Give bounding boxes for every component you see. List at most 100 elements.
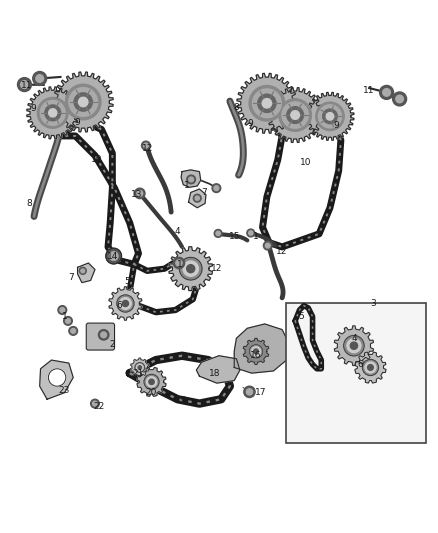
Circle shape — [291, 111, 300, 119]
Circle shape — [282, 102, 308, 128]
Circle shape — [244, 386, 255, 398]
Text: 7: 7 — [68, 273, 74, 282]
Circle shape — [92, 401, 97, 406]
Circle shape — [40, 100, 65, 125]
Circle shape — [189, 177, 194, 182]
Circle shape — [287, 107, 304, 124]
Text: 8: 8 — [27, 199, 32, 208]
Circle shape — [78, 98, 88, 107]
Text: 12: 12 — [141, 144, 153, 154]
Circle shape — [91, 399, 99, 408]
Circle shape — [183, 261, 198, 276]
Circle shape — [122, 301, 128, 306]
Circle shape — [187, 175, 195, 184]
Circle shape — [144, 143, 148, 148]
Circle shape — [187, 265, 195, 273]
Text: 5: 5 — [298, 312, 304, 321]
Text: 20: 20 — [146, 388, 157, 397]
Circle shape — [249, 85, 285, 121]
Circle shape — [117, 295, 134, 312]
Polygon shape — [237, 74, 297, 133]
Circle shape — [318, 105, 342, 128]
Circle shape — [65, 84, 101, 120]
Polygon shape — [196, 356, 240, 383]
Polygon shape — [243, 338, 268, 365]
Polygon shape — [137, 367, 166, 397]
Circle shape — [146, 377, 157, 387]
Circle shape — [251, 347, 261, 356]
Circle shape — [263, 241, 272, 250]
Circle shape — [48, 369, 66, 386]
Circle shape — [79, 268, 86, 274]
Circle shape — [101, 332, 106, 338]
Circle shape — [60, 308, 65, 312]
Circle shape — [323, 109, 337, 124]
Circle shape — [258, 94, 276, 112]
Text: 9: 9 — [30, 104, 36, 114]
Circle shape — [254, 349, 258, 354]
Circle shape — [214, 230, 222, 237]
Polygon shape — [268, 87, 323, 142]
Polygon shape — [188, 189, 206, 208]
Circle shape — [58, 305, 67, 314]
Circle shape — [21, 80, 28, 88]
Text: 7: 7 — [201, 188, 207, 197]
Circle shape — [137, 190, 143, 196]
Polygon shape — [169, 247, 212, 290]
Circle shape — [81, 269, 85, 273]
Circle shape — [176, 260, 182, 266]
Circle shape — [249, 231, 253, 235]
Text: 16: 16 — [250, 351, 262, 360]
Circle shape — [216, 231, 220, 236]
Text: 15: 15 — [229, 231, 240, 240]
Circle shape — [33, 71, 47, 85]
Circle shape — [144, 374, 159, 390]
Text: 2: 2 — [110, 341, 115, 349]
Circle shape — [365, 362, 376, 373]
Text: 6: 6 — [357, 360, 364, 369]
Circle shape — [214, 186, 219, 191]
Circle shape — [149, 379, 154, 384]
Text: 13: 13 — [131, 190, 142, 199]
Text: 11: 11 — [21, 82, 32, 91]
Text: 17: 17 — [254, 388, 266, 397]
Circle shape — [71, 328, 76, 333]
Circle shape — [69, 87, 98, 116]
Text: 9: 9 — [247, 119, 253, 128]
Circle shape — [262, 99, 272, 108]
Text: 14: 14 — [107, 252, 118, 261]
Polygon shape — [109, 287, 142, 320]
Circle shape — [120, 297, 131, 309]
Circle shape — [193, 194, 201, 202]
Circle shape — [347, 339, 361, 353]
Circle shape — [74, 93, 92, 111]
Text: 10: 10 — [92, 156, 103, 164]
Text: 22: 22 — [94, 402, 105, 411]
Text: 19: 19 — [176, 396, 188, 405]
Text: 1: 1 — [62, 312, 67, 321]
Text: 1: 1 — [184, 181, 189, 190]
Text: 4: 4 — [175, 227, 180, 236]
Circle shape — [69, 327, 78, 335]
Polygon shape — [78, 263, 95, 282]
Text: 8: 8 — [233, 103, 239, 112]
Circle shape — [316, 102, 344, 131]
Circle shape — [138, 366, 141, 369]
Circle shape — [396, 95, 403, 103]
Polygon shape — [131, 358, 149, 377]
Circle shape — [66, 319, 71, 324]
Polygon shape — [234, 324, 289, 373]
Circle shape — [246, 389, 253, 395]
Bar — [286, 303, 426, 443]
Circle shape — [18, 78, 32, 92]
Circle shape — [141, 141, 150, 150]
Text: 4: 4 — [351, 334, 357, 343]
Circle shape — [49, 109, 57, 117]
Circle shape — [135, 362, 145, 373]
Polygon shape — [334, 326, 374, 366]
Circle shape — [180, 257, 202, 280]
Circle shape — [265, 243, 270, 248]
Text: 11: 11 — [364, 86, 375, 95]
Text: 5: 5 — [125, 277, 131, 286]
Circle shape — [137, 364, 143, 371]
